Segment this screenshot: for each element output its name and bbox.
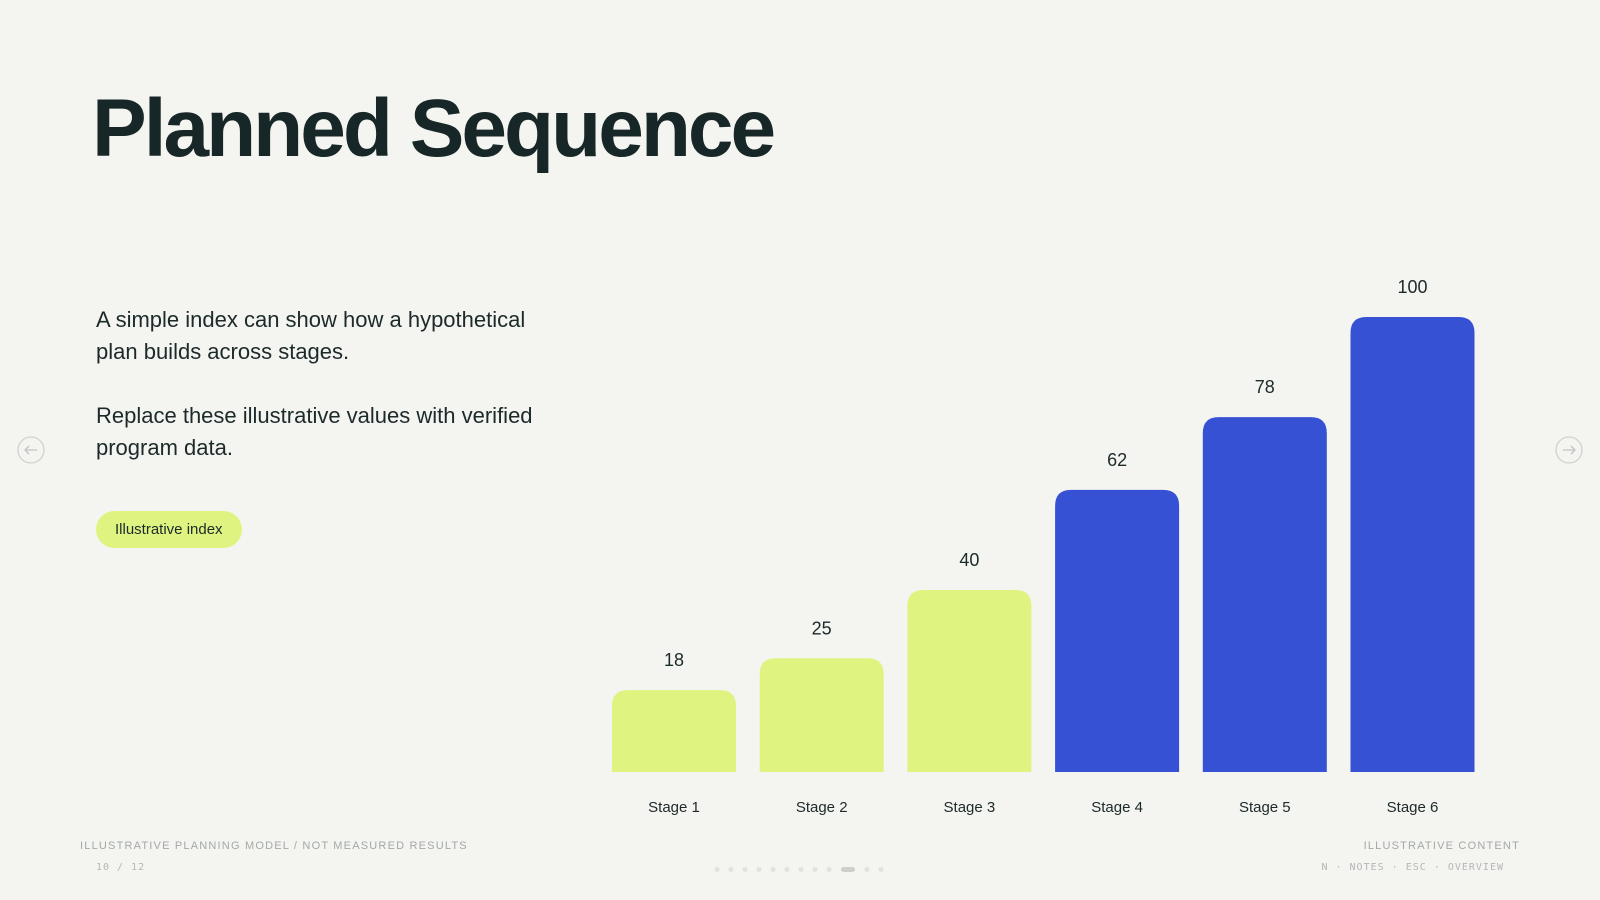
- value-label: 100: [1397, 277, 1427, 297]
- value-label: 78: [1255, 377, 1275, 397]
- bar: [612, 690, 736, 772]
- bar: [1202, 417, 1327, 772]
- nav-dot[interactable]: [878, 867, 884, 872]
- nav-dot[interactable]: [864, 867, 870, 872]
- paragraph: A simple index can show how a hypothetic…: [96, 307, 526, 364]
- nav-dot[interactable]: [714, 867, 720, 872]
- bar: [759, 658, 884, 772]
- x-tick-label: Stage 3: [944, 799, 996, 816]
- bar: [907, 590, 1032, 772]
- prev-button[interactable]: [17, 436, 45, 464]
- value-label: 25: [812, 618, 832, 638]
- nav-dot[interactable]: [784, 867, 790, 872]
- x-tick-label: Stage 5: [1239, 799, 1291, 816]
- slide-counter: 10 / 12: [96, 862, 146, 873]
- paragraph: Replace these illustrative values with v…: [96, 403, 533, 460]
- nav-dot[interactable]: [770, 867, 776, 872]
- footer-note: ILLUSTRATIVE CONTENT: [1363, 840, 1520, 852]
- nav-dot[interactable]: [728, 867, 734, 872]
- shortcuts: N · NOTES · ESC · OVERVIEW: [1321, 862, 1504, 873]
- nav-dot[interactable]: [756, 867, 762, 872]
- next-button[interactable]: [1555, 436, 1583, 464]
- x-tick-label: Stage 2: [796, 799, 848, 816]
- footer-note: ILLUSTRATIVE PLANNING MODEL / NOT MEASUR…: [80, 840, 468, 852]
- bar: [1055, 489, 1180, 772]
- value-label: 40: [959, 550, 979, 570]
- nav-dot-active[interactable]: [841, 867, 855, 872]
- x-tick-label: Stage 6: [1387, 799, 1439, 816]
- nav-dot[interactable]: [798, 867, 804, 872]
- value-label: 62: [1107, 450, 1127, 470]
- value-label: 18: [664, 650, 684, 670]
- slide-title: Planned Sequence: [92, 83, 776, 174]
- x-tick-label: Stage 4: [1091, 799, 1143, 816]
- nav-dot[interactable]: [812, 867, 818, 872]
- nav-dot[interactable]: [826, 867, 832, 872]
- badge: Illustrative index: [96, 511, 242, 548]
- x-tick-label: Stage 1: [648, 799, 700, 816]
- slide-dots: [714, 867, 884, 872]
- bar: [1350, 317, 1475, 772]
- nav-dot[interactable]: [742, 867, 748, 872]
